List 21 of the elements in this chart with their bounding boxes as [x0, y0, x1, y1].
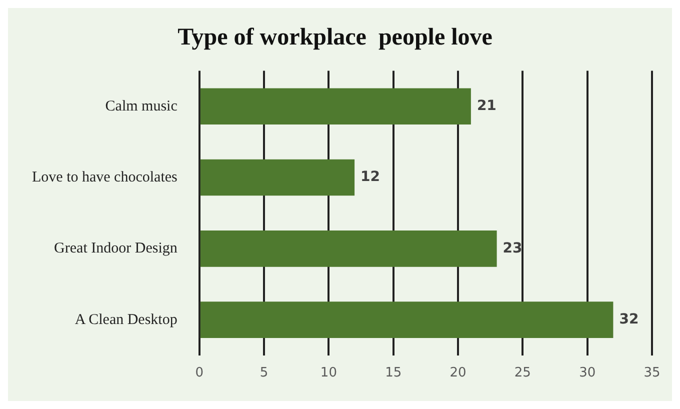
x-tick-label: 20 [450, 366, 466, 381]
data-label: 23 [502, 240, 522, 256]
bar [200, 159, 355, 196]
y-tick-label: A Clean Desktop [74, 312, 178, 328]
y-tick-label: Great Indoor Design [54, 240, 178, 257]
bar [200, 230, 497, 267]
data-label: 32 [619, 311, 639, 328]
x-tick-label: 15 [385, 366, 402, 381]
y-tick-label: Calm music [105, 98, 178, 114]
x-tick-label: 5 [260, 366, 268, 381]
x-tick-label: 10 [320, 366, 337, 381]
data-label: 21 [476, 98, 496, 114]
x-tick-label: 25 [514, 366, 531, 381]
x-tick-label: 30 [579, 366, 596, 381]
x-tick-label: 0 [195, 366, 204, 381]
x-tick-label: 35 [644, 366, 660, 381]
chart-title: Type of workplace people love [178, 24, 493, 51]
bar [200, 302, 614, 338]
data-label: 12 [360, 169, 380, 186]
y-tick-label: Love to have chocolates [32, 169, 178, 186]
bar [200, 88, 471, 125]
